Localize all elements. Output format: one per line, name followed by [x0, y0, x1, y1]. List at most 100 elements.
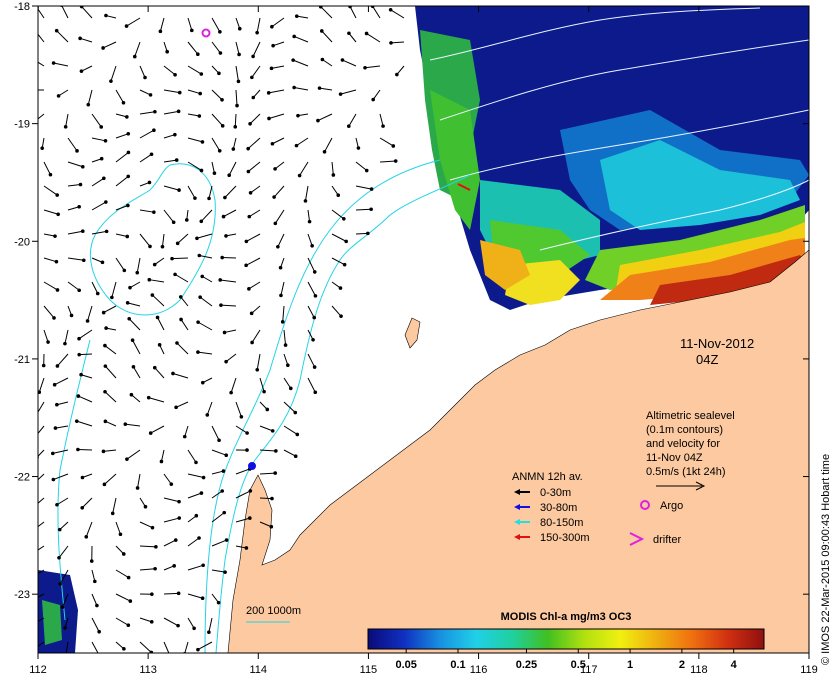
velocity-vector — [67, 305, 74, 318]
velocity-vector — [249, 305, 261, 316]
velocity-vector — [110, 281, 117, 300]
x-tick-label: 118 — [690, 664, 708, 676]
velocity-vector — [103, 419, 117, 427]
velocity-vector — [91, 113, 104, 129]
velocity-vector — [38, 569, 45, 575]
velocity-vector — [251, 41, 261, 59]
mooring-marker — [248, 462, 256, 470]
colorbar-tick-label: 0.05 — [395, 659, 416, 671]
velocity-vector — [163, 209, 176, 225]
velocity-vector — [255, 17, 261, 35]
velocity-vector — [91, 137, 108, 143]
colorbar-tick-label: 0.25 — [516, 659, 537, 671]
x-tick-label: 114 — [250, 664, 268, 676]
velocity-vector — [101, 305, 117, 315]
velocity-vector — [135, 473, 141, 490]
velocity-vector — [139, 89, 153, 97]
velocity-vector — [294, 14, 309, 19]
velocity-vector — [247, 209, 261, 219]
map-hour: 04Z — [696, 352, 718, 367]
velocity-vector — [163, 564, 176, 571]
velocity-vector — [224, 233, 237, 238]
colorbar-tick-label: 4 — [731, 659, 738, 671]
y-axis: -18 -19 -20 -21 -22 -23 — [14, 1, 809, 601]
velocity-vector — [291, 58, 309, 67]
velocity-vector — [139, 566, 157, 571]
velocity-vector — [43, 233, 57, 238]
velocity-vector — [179, 317, 189, 331]
velocity-vector — [56, 89, 69, 98]
velocity-vector — [139, 521, 155, 530]
velocity-vector — [163, 65, 177, 77]
velocity-vector — [63, 113, 69, 129]
velocity-vector — [80, 473, 93, 480]
velocity-vector — [195, 233, 213, 241]
x-tick-label: 112 — [29, 664, 47, 676]
velocity-vector — [38, 113, 45, 120]
velocity-vector — [159, 449, 165, 464]
velocity-vector — [129, 392, 141, 403]
velocity-vector — [115, 113, 129, 119]
velocity-vector — [211, 65, 221, 76]
velocity-vector — [55, 353, 69, 368]
velocity-vector — [250, 65, 261, 80]
velocity-vector — [211, 489, 224, 499]
velocity-vector — [259, 425, 275, 433]
velocity-vector — [109, 65, 117, 83]
velocity-vector — [77, 352, 93, 357]
velocity-vector — [187, 617, 196, 631]
velocity-vector — [269, 65, 285, 71]
velocity-vector — [89, 545, 94, 563]
velocity-vector — [259, 496, 274, 501]
velocity-vector — [38, 593, 45, 598]
velocity-vector — [283, 353, 290, 368]
depth-legend: 200 1000m — [246, 605, 301, 623]
velocity-vector — [80, 497, 93, 510]
mooring-legend-item: 80-150m — [514, 517, 583, 529]
velocity-vector — [322, 137, 333, 154]
velocity-vector — [125, 449, 141, 461]
velocity-vector — [43, 257, 59, 264]
velocity-vector — [371, 89, 381, 102]
mooring-legend-label: 150-300m — [540, 532, 590, 544]
velocity-vector — [163, 538, 178, 547]
velocity-vector — [235, 65, 241, 84]
velocity-vector — [51, 61, 69, 67]
velocity-vector — [223, 185, 237, 200]
velocity-vector — [270, 137, 285, 146]
velocity-vector — [79, 6, 93, 19]
velocity-vector — [91, 593, 99, 608]
velocity-vector — [79, 65, 93, 73]
velocity-vector — [163, 516, 182, 523]
velocity-vector — [60, 593, 69, 609]
velocity-vector — [235, 448, 249, 452]
velocity-vector — [163, 473, 174, 486]
velocity-vector — [67, 182, 83, 187]
velocity-vector — [101, 449, 117, 454]
velocity-vector — [379, 137, 396, 148]
velocity-vector — [67, 137, 79, 153]
velocity-vector — [331, 161, 336, 177]
mooring-legend-label: 30-80m — [540, 502, 577, 514]
velocity-vector — [103, 343, 117, 355]
velocity-vector — [54, 28, 69, 43]
velocity-vector — [163, 591, 181, 596]
velocity-vector — [187, 113, 202, 118]
velocity-vector — [259, 401, 270, 412]
velocity-vector — [135, 257, 141, 275]
mooring-legend-label: 80-150m — [540, 517, 583, 529]
velocity-vector — [78, 36, 93, 43]
velocity-vector — [103, 389, 117, 403]
velocity-vector — [296, 113, 309, 118]
velocity-vector — [115, 233, 130, 239]
velocity-vector — [244, 257, 261, 268]
velocity-vector — [63, 329, 69, 346]
y-tick-label: -21 — [14, 354, 30, 366]
velocity-vector — [346, 113, 357, 129]
velocity-vector — [316, 113, 333, 123]
velocity-vector — [273, 161, 285, 171]
velocity-vector — [139, 65, 147, 80]
velocity-vector — [211, 510, 227, 523]
velocity-vector — [115, 545, 126, 556]
velocity-vector — [211, 569, 227, 574]
